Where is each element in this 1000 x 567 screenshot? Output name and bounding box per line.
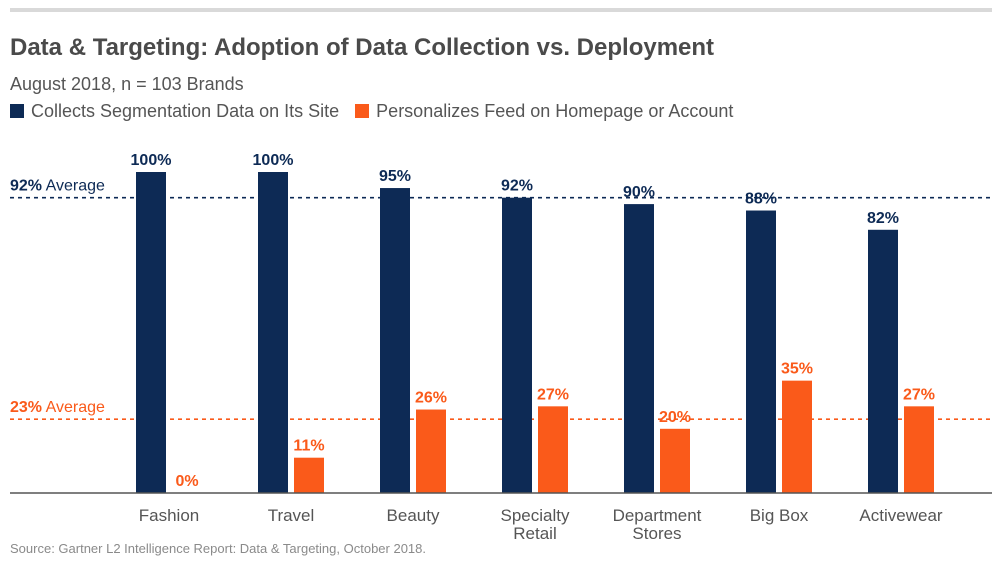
bar-collects	[746, 210, 776, 493]
legend-swatch-personalizes	[355, 104, 370, 118]
data-label-personalizes: 27%	[903, 386, 935, 403]
average-label-1: 23% Average	[10, 399, 105, 416]
bar-collects	[380, 188, 410, 494]
category-label: Fashion	[139, 506, 199, 525]
category-label: Activewear	[859, 506, 942, 525]
top-rule	[10, 8, 992, 12]
bar-personalizes	[416, 409, 446, 493]
average-label-0: 92% Average	[10, 178, 105, 195]
category-label: Beauty	[387, 506, 440, 525]
data-label-collects: 90%	[623, 184, 655, 201]
bar-personalizes	[904, 406, 934, 493]
legend-label-collects: Collects Segmentation Data on Its Site	[31, 100, 340, 121]
category-label: Stores	[632, 524, 681, 543]
data-label-collects: 95%	[379, 168, 411, 185]
data-label-personalizes: 0%	[175, 473, 198, 490]
bar-personalizes	[538, 406, 568, 493]
data-label-collects: 92%	[501, 178, 533, 195]
data-label-personalizes: 26%	[415, 390, 447, 407]
data-label-personalizes: 27%	[537, 386, 569, 403]
data-label-personalizes: 35%	[781, 361, 813, 378]
category-label: Big Box	[750, 506, 809, 525]
data-label-personalizes: 20%	[659, 409, 691, 426]
bar-collects	[502, 197, 532, 493]
bar-personalizes	[294, 457, 324, 493]
data-label-collects: 88%	[745, 191, 777, 208]
bar-collects	[868, 229, 898, 493]
category-label: Travel	[268, 506, 315, 525]
data-label-collects: 100%	[131, 152, 172, 169]
bar-collects	[624, 204, 654, 493]
source-note: Source: Gartner L2 Intelligence Report: …	[10, 541, 426, 556]
data-label-personalizes: 11%	[293, 438, 324, 455]
category-label: Retail	[513, 524, 556, 543]
chart-subtitle: August 2018, n = 103 Brands	[10, 74, 244, 94]
data-label-collects: 100%	[253, 152, 294, 169]
bar-collects	[136, 172, 166, 493]
legend: Collects Segmentation Data on Its Site P…	[10, 100, 749, 122]
legend-item-personalizes: Personalizes Feed on Homepage or Account	[355, 101, 733, 122]
chart-title: Data & Targeting: Adoption of Data Colle…	[10, 34, 715, 61]
data-label-collects: 82%	[867, 210, 899, 227]
bar-personalizes	[660, 428, 690, 493]
bar-collects	[258, 172, 288, 493]
category-label: Department	[613, 506, 702, 525]
legend-item-collects: Collects Segmentation Data on Its Site	[10, 101, 339, 122]
legend-swatch-collects	[10, 104, 24, 118]
legend-label-personalizes: Personalizes Feed on Homepage or Account	[376, 100, 734, 121]
category-label: Specialty	[501, 506, 570, 525]
bar-personalizes	[782, 380, 812, 493]
